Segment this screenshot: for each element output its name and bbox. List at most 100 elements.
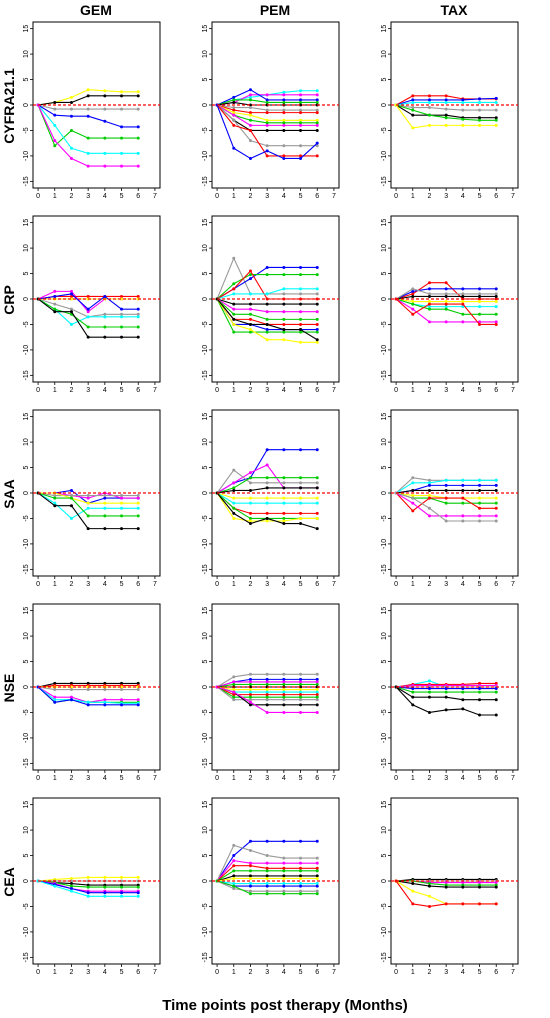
panel-cyfra21-1-tax-series-2-point xyxy=(444,98,448,102)
panel-crp-tax-series-7-point xyxy=(444,307,448,311)
panel-saa-tax-series-5-point xyxy=(494,496,498,500)
panel-saa-pem-ytick-label: 0 xyxy=(202,491,209,495)
panel-saa-gem-series-6-point xyxy=(53,496,57,500)
panel-crp-tax-xtick-label: 6 xyxy=(494,387,498,394)
panel-saa-gem: -15 -10 -5 0 5 10 15 0 1 2 3 4 5 6 7 xyxy=(23,409,161,588)
panel-cyfra21-1-tax-series-2-point xyxy=(427,98,431,102)
panel-saa-pem-series-10-point xyxy=(299,516,303,520)
panel-saa-tax-series-3-point xyxy=(427,483,431,487)
panel-cyfra21-1-pem-series-12-point xyxy=(299,144,303,148)
panel-cyfra21-1-pem-series-8-point xyxy=(282,118,286,122)
panel-saa-pem-series-6-point xyxy=(315,496,319,500)
panel-cea-gem-xtick-label: 7 xyxy=(153,969,157,976)
panel-cyfra21-1-gem-ytick-label: 10 xyxy=(23,50,30,58)
panel-cea-pem-series-11-point xyxy=(315,892,319,896)
panel-cyfra21-1-gem-series-2-point xyxy=(103,94,107,98)
panel-cea-gem-xtick-label: 3 xyxy=(86,969,90,976)
panel-saa-tax-series-8-point xyxy=(494,514,498,518)
panel-crp-pem-series-3-point xyxy=(232,282,236,286)
panel-cea-pem-xtick-label: 3 xyxy=(265,969,269,976)
panel-nse-gem-xtick-label: 4 xyxy=(103,775,107,782)
panel-saa-tax-series-5-point xyxy=(411,494,415,498)
panel-nse-pem-ytick-label: -10 xyxy=(202,733,209,743)
panel-cyfra21-1-gem-series-4-point xyxy=(69,114,73,118)
panel-nse-pem-series-3-point xyxy=(248,680,252,684)
panel-saa-pem-series-2-point xyxy=(232,481,236,485)
panel-crp-gem-series-5-point xyxy=(103,312,107,316)
panel-cyfra21-1-pem-series-14-point xyxy=(282,156,286,160)
panel-crp-gem-series-8-point xyxy=(136,335,140,339)
panel-cea-pem-series-7-point xyxy=(265,876,269,880)
panel-crp-pem-series-1-point xyxy=(232,256,236,260)
panel-cea-gem-series-4-point xyxy=(120,885,124,889)
panel-cea-tax-xtick-label: 0 xyxy=(394,969,398,976)
panel-saa-pem-series-5-point xyxy=(248,488,252,492)
panel-saa-tax-xtick-label: 2 xyxy=(428,581,432,588)
panel-saa-pem-series-3-point xyxy=(265,481,269,485)
panel-crp-pem-xtick-label: 0 xyxy=(215,387,219,394)
panel-saa-pem-series-11-point xyxy=(299,522,303,526)
panel-crp-tax-series-8-point xyxy=(411,307,415,311)
panel-cyfra21-1-pem-series-9-point xyxy=(315,121,319,125)
panel-saa-tax-series-8-point xyxy=(478,514,482,518)
panel-cea-gem-ytick-label: 0 xyxy=(23,879,30,883)
panel-crp-tax-series-6-point xyxy=(427,305,431,309)
panel-crp-pem-series-10-point xyxy=(315,328,319,332)
panel-nse-tax-series-7-point xyxy=(478,698,482,702)
panel-cea-tax-series-7-point xyxy=(461,902,465,906)
panel-nse-tax-series-6-point xyxy=(478,690,482,694)
panel-crp-tax-series-2-point xyxy=(411,289,415,293)
panel-crp-gem-series-8-point xyxy=(120,335,124,339)
panel-cea-pem-series-3-point xyxy=(282,861,286,865)
panel-cyfra21-1-tax-ytick-label: 10 xyxy=(381,50,388,58)
panel-cyfra21-1-pem-series-6-point xyxy=(315,108,319,112)
panel-nse-pem-series-3-point xyxy=(282,680,286,684)
panel-crp-tax-series-4-point xyxy=(411,294,415,298)
panel-saa-gem-series-4-point xyxy=(120,501,124,505)
panel-saa-pem-series-10-point xyxy=(282,519,286,523)
panel-nse-pem: -15 -10 -5 0 5 10 15 0 1 2 3 4 5 6 7 xyxy=(202,603,340,782)
panel-cyfra21-1-pem-series-1-point xyxy=(282,90,286,94)
panel-cyfra21-1-gem-series-3-point xyxy=(136,107,140,111)
panel-cea-gem-ytick-label: -10 xyxy=(23,927,30,937)
panel-cyfra21-1-tax-series-7-point xyxy=(411,126,415,130)
panel-crp-pem-series-13-point xyxy=(315,338,319,342)
panel-crp-tax-xtick-label: 7 xyxy=(511,387,515,394)
panel-cyfra21-1-pem-series-6-point xyxy=(232,106,236,110)
panel-cea-pem-xtick-label: 6 xyxy=(315,969,319,976)
panel-cyfra21-1-pem-series-4-point xyxy=(248,98,252,102)
panel-cea-pem-series-11-point xyxy=(265,892,269,896)
panel-nse-pem-series-9-point xyxy=(232,695,236,699)
panel-cyfra21-1-gem-series-2-point xyxy=(53,100,57,104)
panel-cea-pem-series-10-point xyxy=(315,889,319,893)
panel-cyfra21-1-tax-series-4-point xyxy=(427,106,431,110)
panel-cea-tax-series-6-point xyxy=(427,894,431,898)
panel-crp-gem-series-4-point xyxy=(120,307,124,311)
panel-saa-pem-series-3-point xyxy=(282,481,286,485)
panel-nse-tax-series-5-point xyxy=(478,687,482,691)
panel-nse-tax-xtick-label: 5 xyxy=(478,775,482,782)
panel-saa-pem-series-3-point xyxy=(299,481,303,485)
panel-cea-tax-series-5-point xyxy=(411,882,415,886)
panel-cyfra21-1-gem-series-line-5 xyxy=(37,104,139,147)
panel-cyfra21-1-pem-xtick-label: 5 xyxy=(299,193,303,200)
panel-nse-pem-series-11-point xyxy=(248,703,252,707)
panel-cea-pem-series-8-point xyxy=(282,882,286,886)
panel-saa-gem-xtick-label: 0 xyxy=(36,581,40,588)
panel-nse-pem-series-8-point xyxy=(265,693,269,697)
panel-saa-tax-series-7-point xyxy=(494,506,498,510)
panel-crp-pem-series-7-point xyxy=(265,310,269,314)
panel-cyfra21-1-tax-series-4-point xyxy=(411,106,415,110)
panel-cea-tax-series-7-point xyxy=(444,902,448,906)
panel-saa-gem-series-6-point xyxy=(120,514,124,518)
panel-nse-pem-series-2-point xyxy=(299,677,303,681)
panel-cyfra21-1-pem-series xyxy=(215,88,319,160)
panel-cyfra21-1-pem-series-2-point xyxy=(299,93,303,97)
panel-saa-pem-xtick-label: 5 xyxy=(299,581,303,588)
panel-cea-pem-xtick-label: 5 xyxy=(299,969,303,976)
panel-cyfra21-1-tax-series-3-point xyxy=(494,100,498,104)
panel-crp-pem-series-13-point xyxy=(248,322,252,326)
panel-cea-tax-series-7-point xyxy=(427,904,431,908)
panel-saa-tax-series-9-point xyxy=(478,519,482,523)
